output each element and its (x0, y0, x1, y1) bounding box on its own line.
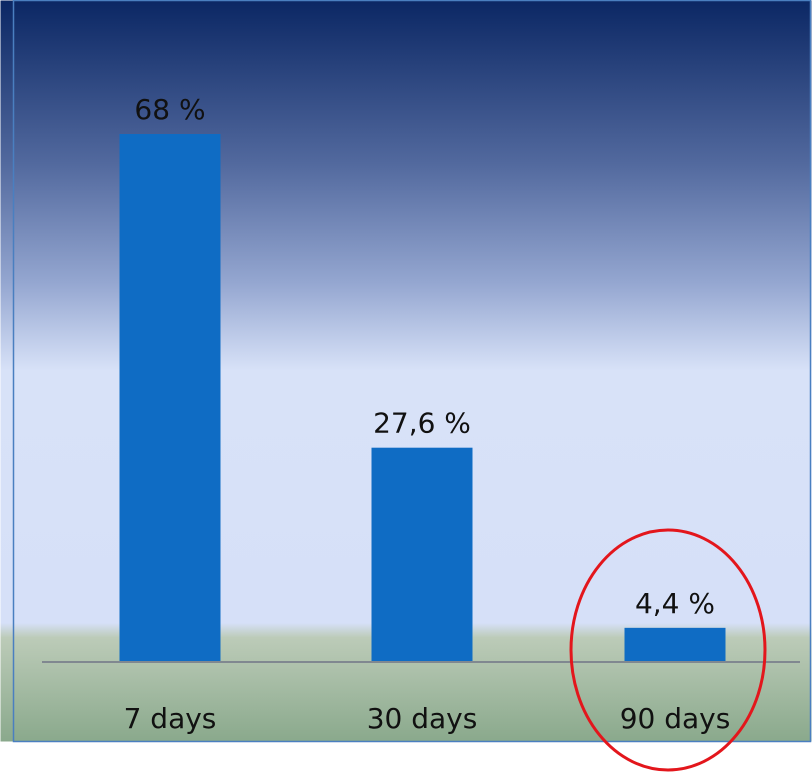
value-label-3: 4,4 % (635, 587, 715, 620)
value-label-1: 68 % (134, 93, 205, 126)
highlight-circle (569, 528, 767, 772)
bar-1 (119, 134, 221, 662)
category-label-2: 30 days (367, 702, 478, 735)
category-label-1: 7 days (124, 702, 217, 735)
value-label-2: 27,6 % (373, 407, 471, 440)
category-label-3: 90 days (620, 702, 731, 735)
bar-3 (624, 627, 726, 662)
bar-2 (371, 447, 473, 662)
chart-frame (12, 0, 812, 743)
